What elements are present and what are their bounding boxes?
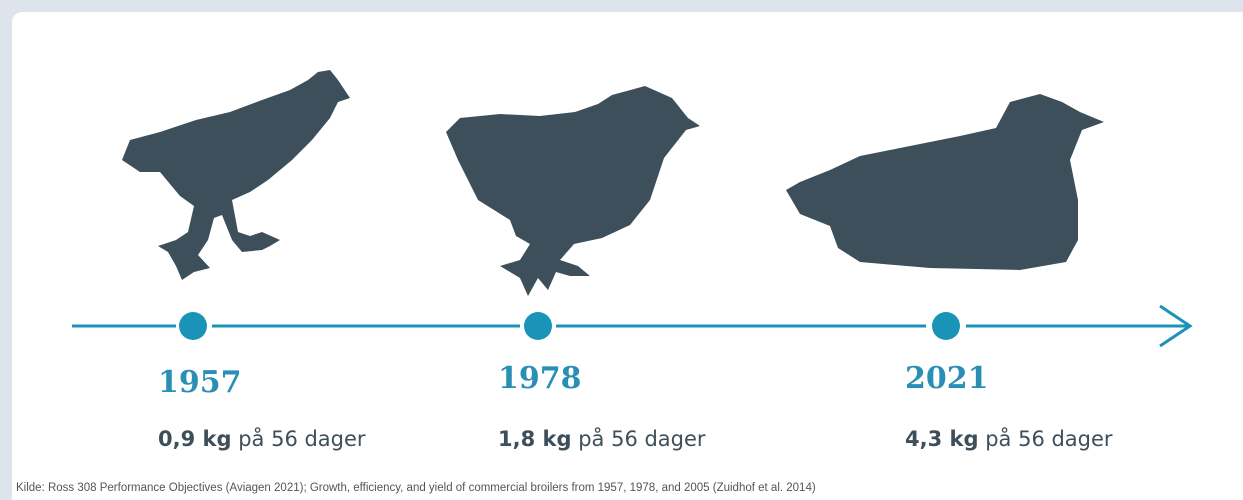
weight: 0,9 kg: [158, 427, 232, 451]
period: på 56 dager: [578, 426, 706, 451]
weight-text: 0,9 kg på 56 dager: [158, 426, 366, 451]
year: 1978: [498, 361, 582, 396]
chicken-2021: [786, 94, 1104, 270]
timeline-dot: [932, 312, 960, 340]
year: 1957: [158, 365, 242, 400]
chicken-1978: [446, 86, 700, 296]
chicken-1957: [122, 70, 350, 280]
weight: 4,3 kg: [905, 427, 979, 451]
source: Kilde: Ross 308 Performance Objectives (…: [16, 482, 816, 494]
year: 2021: [905, 361, 989, 396]
infographic: 1957 1978 2021 0,9 kg på 56 dager 1,8 kg…: [0, 0, 1243, 500]
weight-text: 4,3 kg på 56 dager: [905, 426, 1113, 451]
period: på 56 dager: [238, 426, 366, 451]
weight-text: 1,8 kg på 56 dager: [498, 426, 706, 451]
period: på 56 dager: [985, 426, 1113, 451]
weight: 1,8 kg: [498, 427, 572, 451]
timeline-dot: [524, 312, 552, 340]
timeline-dot: [179, 312, 207, 340]
page: 1957 1978 2021 0,9 kg på 56 dager 1,8 kg…: [0, 0, 1243, 500]
